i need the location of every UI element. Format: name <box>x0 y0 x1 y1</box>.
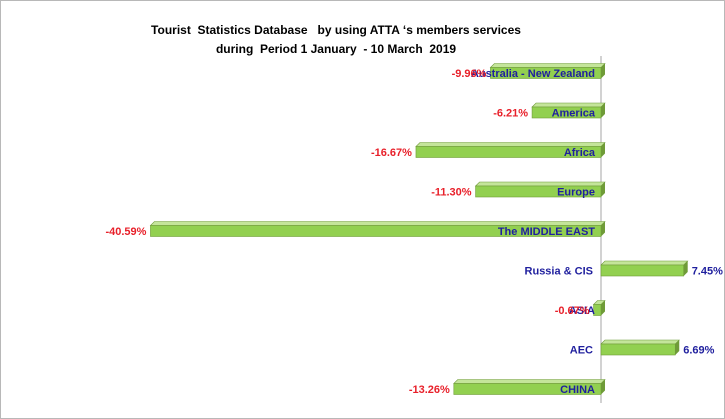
bar-top-3 <box>474 181 606 187</box>
bar-side-2 <box>601 142 605 158</box>
category-label-6: ASIA <box>569 305 595 317</box>
bar-2 <box>415 146 602 158</box>
bar-side-5 <box>683 261 688 276</box>
bar-8 <box>453 383 602 395</box>
chart-title-line-1: Tourist Statistics Database by using ATT… <box>151 23 521 37</box>
bar-side-3 <box>601 182 605 197</box>
value-label-8: -13.26% <box>409 384 450 396</box>
bar-4 <box>150 225 602 237</box>
bar-top-8 <box>453 379 606 384</box>
category-label-5: Russia & CIS <box>525 266 593 278</box>
value-label-5: 7.45% <box>692 266 723 278</box>
bar-top-5 <box>600 260 689 266</box>
category-label-8: CHINA <box>560 384 595 396</box>
bar-1 <box>531 106 602 119</box>
category-label-1: America <box>552 108 596 120</box>
bar-side-8 <box>601 379 605 395</box>
value-label-0: -9.96% <box>452 68 487 80</box>
bar-side-4 <box>601 221 605 237</box>
bar-top-0 <box>489 63 606 68</box>
bar-3 <box>475 185 602 198</box>
value-label-3: -11.30% <box>431 187 472 199</box>
bar-top-1 <box>531 102 606 108</box>
bar-side-1 <box>601 103 605 118</box>
bar-top-4 <box>149 221 606 226</box>
bar-top-2 <box>415 142 606 147</box>
bar-5 <box>600 264 684 277</box>
category-label-7: AEC <box>570 345 593 357</box>
bar-side-7 <box>675 340 680 355</box>
bar-0 <box>490 67 602 79</box>
chart-title-line-2: during Period 1 January - 10 March 2019 <box>215 42 457 56</box>
value-label-2: -16.67% <box>371 147 412 159</box>
value-label-1: -6.21% <box>493 108 528 120</box>
category-label-3: Europe <box>557 187 595 199</box>
bar-7 <box>600 343 676 356</box>
category-label-4: The MIDDLE EAST <box>498 226 595 238</box>
value-label-4: -40.59% <box>105 226 146 238</box>
category-label-0: Australia - New Zealand <box>471 68 595 80</box>
bar-6 <box>593 304 602 316</box>
value-label-7: 6.69% <box>683 345 714 357</box>
bar-side-6 <box>601 300 605 316</box>
category-label-2: Africa <box>564 147 596 159</box>
bar-top-7 <box>600 339 680 345</box>
value-label-6: -0.67% <box>555 305 590 317</box>
bar-side-0 <box>601 63 605 79</box>
